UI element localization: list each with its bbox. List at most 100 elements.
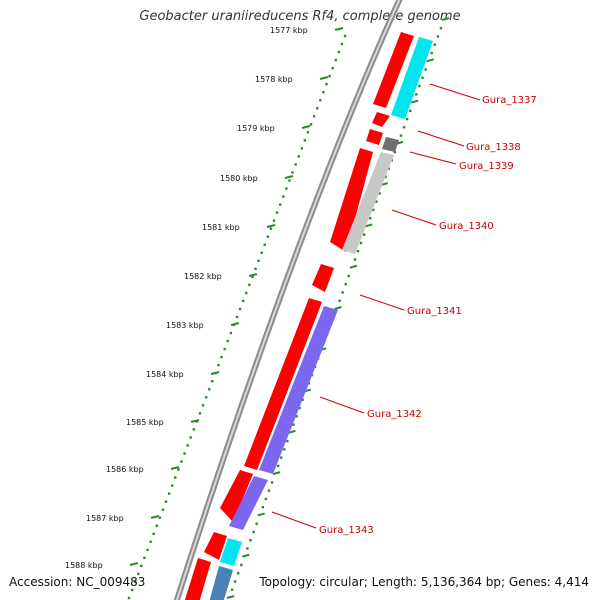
gene-label[interactable]: Gura_1341 [407,306,462,317]
gene-label[interactable]: Gura_1337 [482,95,537,106]
cds-arrow[interactable] [204,532,227,560]
ruler-dot [328,74,331,78]
kbp-tick-label: 1578 kbp [255,75,293,84]
ruler-dot [146,548,149,552]
ruler-dot [158,516,162,519]
ruler-dot [149,540,152,543]
inner-dot [378,192,381,195]
inner-dot [387,167,390,170]
ruler-dot [161,508,165,511]
map-title: Geobacter uraniireducens Rf4, complete g… [139,9,461,24]
inner-dot [233,580,237,583]
purple-feature[interactable] [259,306,338,474]
gene-label[interactable]: Gura_1339 [459,161,514,172]
ruler-dot [288,179,291,182]
inner-dot [393,150,397,154]
ruler-dot [189,436,192,439]
ruler-dot [245,291,248,295]
ruler-dot [254,267,257,271]
ruler-dot [167,492,171,495]
ruler-dot [343,34,347,38]
gene-label[interactable]: Gura_1340 [439,221,494,232]
inner-dot [415,93,418,96]
ruler-dot [285,187,288,190]
ruler-dot [171,484,174,487]
ruler-dot [300,147,303,150]
kbp-major-tick [230,322,240,326]
inner-tick [226,595,235,599]
gene-label[interactable]: Gura_1342 [367,409,422,420]
kbp-major-tick [170,466,180,470]
inner-tick [349,264,358,269]
ruler-dot [235,315,239,319]
kbp-major-tick [129,562,139,566]
cyan-feature[interactable] [220,538,242,566]
ruler-dot [306,131,310,134]
ruler-dot [291,171,294,174]
ruler-dot [208,388,211,391]
ruler-dot [319,99,322,102]
inner-dot [264,497,268,501]
kbp-tick-label: 1582 kbp [184,272,222,281]
ruler-dot [282,195,285,198]
ruler-dot [229,331,233,335]
inner-dot [430,51,433,55]
kbp-tick-label: 1581 kbp [202,223,240,232]
kbp-major-tick [266,224,276,228]
ruler-dot [130,588,134,592]
cds-arrow[interactable] [183,558,211,600]
kbp-tick-label: 1586 kbp [106,465,144,474]
ruler-dot [269,227,273,230]
ruler-dot [192,428,195,431]
inner-tick [288,429,296,434]
ruler-dot [272,219,276,222]
ruler-dot [275,211,279,214]
cds-arrow[interactable] [244,298,322,470]
backbone-highlight [175,0,401,600]
gene-label[interactable]: Gura_1343 [319,525,374,536]
inner-dot [280,456,283,459]
inner-tick [334,306,342,310]
inner-dot [402,126,406,129]
inner-tick [441,17,450,21]
ruler-dot [263,243,266,246]
gene-label[interactable]: Gura_1338 [466,142,521,153]
feature-track [183,32,433,600]
inner-tick [242,553,250,558]
inner-dot [298,406,301,410]
ruler-dot [220,355,223,359]
cds-arrow[interactable] [372,112,390,127]
ruler-dot [217,363,220,367]
inner-dot [344,283,347,286]
cds-arrow[interactable] [366,129,383,145]
label-leader-line [271,511,317,529]
gray-feature-dark[interactable] [382,137,399,152]
inner-dot [255,522,258,525]
inner-dot [399,134,403,137]
inner-dot [369,216,372,220]
kbp-major-tick [210,371,220,375]
inner-dot [356,250,360,253]
cyan-feature[interactable] [391,37,433,119]
purple-feature[interactable] [229,476,268,530]
cds-arrow[interactable] [330,148,373,252]
kbp-tick-label: 1580 kbp [220,174,258,183]
inner-dot [436,35,440,38]
inner-dot [421,76,424,79]
ruler-dot [248,283,251,287]
ruler-dot [294,163,297,166]
gray-feature-light[interactable] [342,152,394,254]
kbp-tick-label: 1579 kbp [237,124,275,133]
cds-arrow[interactable] [373,32,414,108]
label-leader-line [417,130,465,147]
kbp-tick-label: 1587 kbp [86,514,124,523]
ruler-dot [316,107,319,110]
steel-feature[interactable] [208,566,233,600]
ruler-dot [251,275,254,279]
cds-arrow[interactable] [220,470,253,522]
ruler-dot [279,203,282,206]
kbp-major-tick [150,515,160,519]
cds-arrow[interactable] [312,264,334,292]
